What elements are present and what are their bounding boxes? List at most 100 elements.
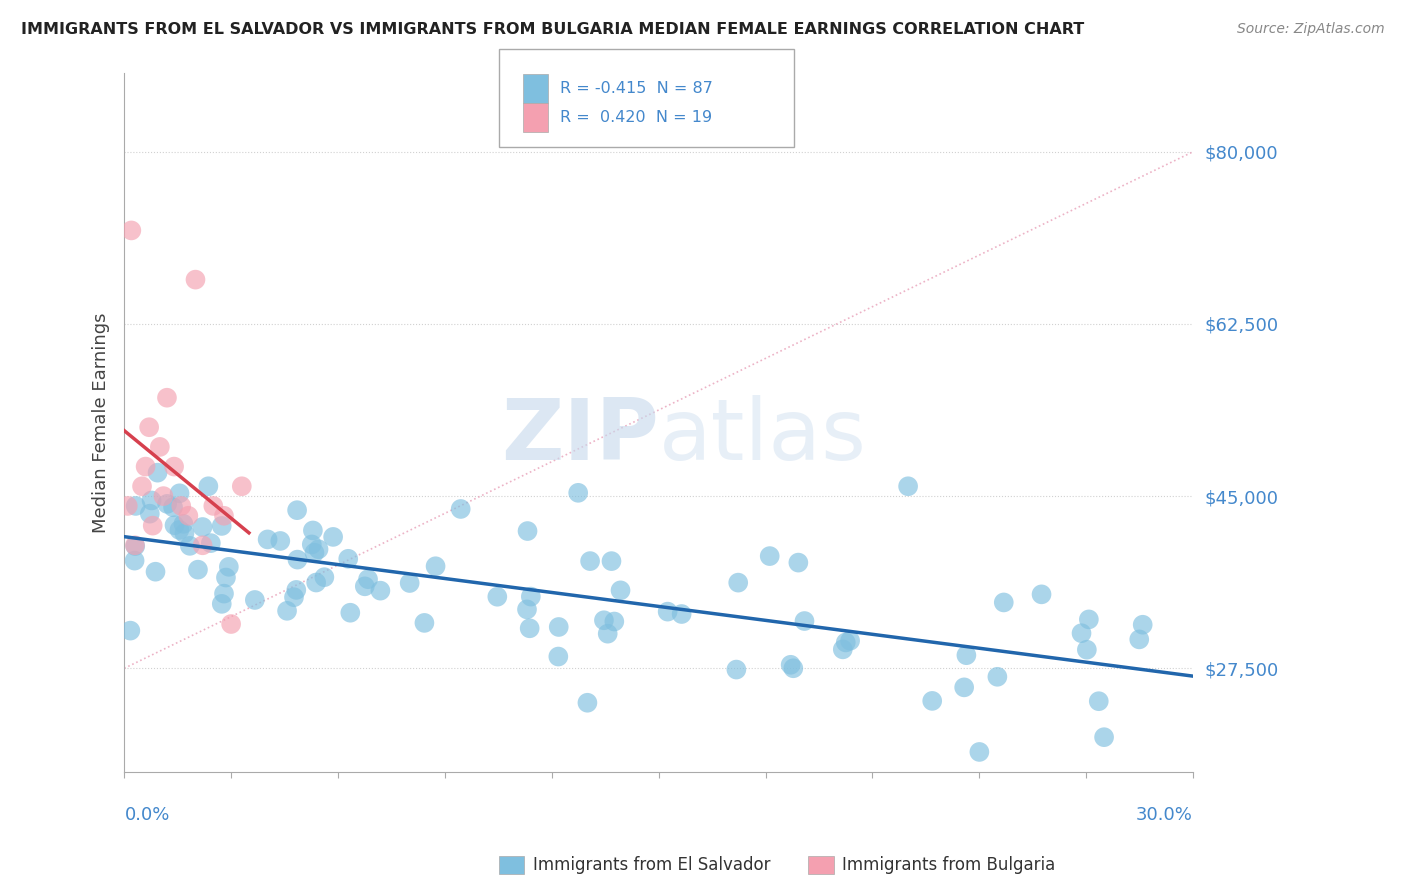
- Point: [1070, 626, 1092, 640]
- Point: [162, 500, 184, 515]
- Point: [782, 661, 804, 675]
- Point: [600, 554, 623, 568]
- Point: [138, 420, 160, 434]
- Point: [787, 556, 810, 570]
- Text: 30.0%: 30.0%: [1136, 806, 1192, 824]
- Point: [276, 604, 298, 618]
- Point: [793, 614, 815, 628]
- Point: [191, 520, 214, 534]
- Point: [243, 593, 266, 607]
- Text: Immigrants from Bulgaria: Immigrants from Bulgaria: [842, 856, 1056, 874]
- Point: [191, 538, 214, 552]
- Point: [197, 479, 219, 493]
- Point: [202, 499, 225, 513]
- Point: [141, 493, 163, 508]
- Point: [142, 518, 165, 533]
- Point: [839, 633, 862, 648]
- Point: [779, 657, 801, 672]
- Point: [567, 485, 589, 500]
- Text: Immigrants from El Salvador: Immigrants from El Salvador: [533, 856, 770, 874]
- Point: [986, 670, 1008, 684]
- Point: [831, 642, 853, 657]
- Point: [921, 694, 943, 708]
- Point: [285, 503, 308, 517]
- Text: Source: ZipAtlas.com: Source: ZipAtlas.com: [1237, 22, 1385, 37]
- Point: [450, 502, 472, 516]
- Point: [337, 551, 360, 566]
- Point: [135, 459, 157, 474]
- Point: [1077, 612, 1099, 626]
- Point: [425, 559, 447, 574]
- Text: ZIP: ZIP: [501, 395, 658, 478]
- Point: [398, 576, 420, 591]
- Point: [897, 479, 920, 493]
- Y-axis label: Median Female Earnings: Median Female Earnings: [93, 312, 110, 533]
- Point: [758, 549, 780, 563]
- Point: [124, 554, 146, 568]
- Point: [177, 508, 200, 523]
- Text: R =  0.420  N = 19: R = 0.420 N = 19: [560, 111, 711, 125]
- Text: R = -0.415  N = 87: R = -0.415 N = 87: [560, 81, 713, 95]
- Point: [231, 479, 253, 493]
- Point: [370, 583, 392, 598]
- Point: [579, 554, 602, 568]
- Point: [187, 563, 209, 577]
- Point: [283, 591, 305, 605]
- Point: [156, 497, 179, 511]
- Point: [516, 602, 538, 616]
- Point: [953, 681, 976, 695]
- Point: [308, 542, 330, 557]
- Point: [173, 526, 195, 541]
- Text: IMMIGRANTS FROM EL SALVADOR VS IMMIGRANTS FROM BULGARIA MEDIAN FEMALE EARNINGS C: IMMIGRANTS FROM EL SALVADOR VS IMMIGRANT…: [21, 22, 1084, 37]
- Point: [596, 626, 619, 640]
- Point: [322, 530, 344, 544]
- Point: [215, 570, 238, 584]
- Text: 0.0%: 0.0%: [125, 806, 170, 824]
- Point: [287, 552, 309, 566]
- Point: [219, 617, 242, 632]
- Point: [657, 605, 679, 619]
- Point: [727, 575, 749, 590]
- Point: [1076, 642, 1098, 657]
- Point: [218, 559, 240, 574]
- Point: [169, 486, 191, 500]
- Point: [413, 615, 436, 630]
- Point: [1092, 730, 1115, 744]
- Point: [120, 223, 142, 237]
- Point: [131, 479, 153, 493]
- Point: [1031, 587, 1053, 601]
- Point: [725, 663, 748, 677]
- Point: [124, 499, 146, 513]
- Point: [547, 620, 569, 634]
- Point: [671, 607, 693, 621]
- Point: [146, 466, 169, 480]
- Point: [269, 533, 291, 548]
- Point: [516, 524, 538, 538]
- Point: [212, 586, 235, 600]
- Point: [835, 635, 858, 649]
- Point: [169, 523, 191, 537]
- Point: [170, 499, 193, 513]
- Point: [117, 499, 139, 513]
- Point: [339, 606, 361, 620]
- Point: [1132, 617, 1154, 632]
- Point: [301, 537, 323, 551]
- Point: [211, 519, 233, 533]
- Point: [603, 615, 626, 629]
- Point: [304, 546, 326, 560]
- Point: [200, 536, 222, 550]
- Point: [520, 590, 543, 604]
- Point: [145, 565, 167, 579]
- Point: [1128, 632, 1150, 647]
- Point: [593, 613, 616, 627]
- Point: [314, 570, 336, 584]
- Point: [139, 507, 162, 521]
- Point: [609, 583, 631, 598]
- Point: [486, 590, 509, 604]
- Point: [120, 624, 142, 638]
- Point: [969, 745, 991, 759]
- Point: [357, 572, 380, 586]
- Point: [353, 579, 375, 593]
- Point: [576, 696, 599, 710]
- Point: [149, 440, 172, 454]
